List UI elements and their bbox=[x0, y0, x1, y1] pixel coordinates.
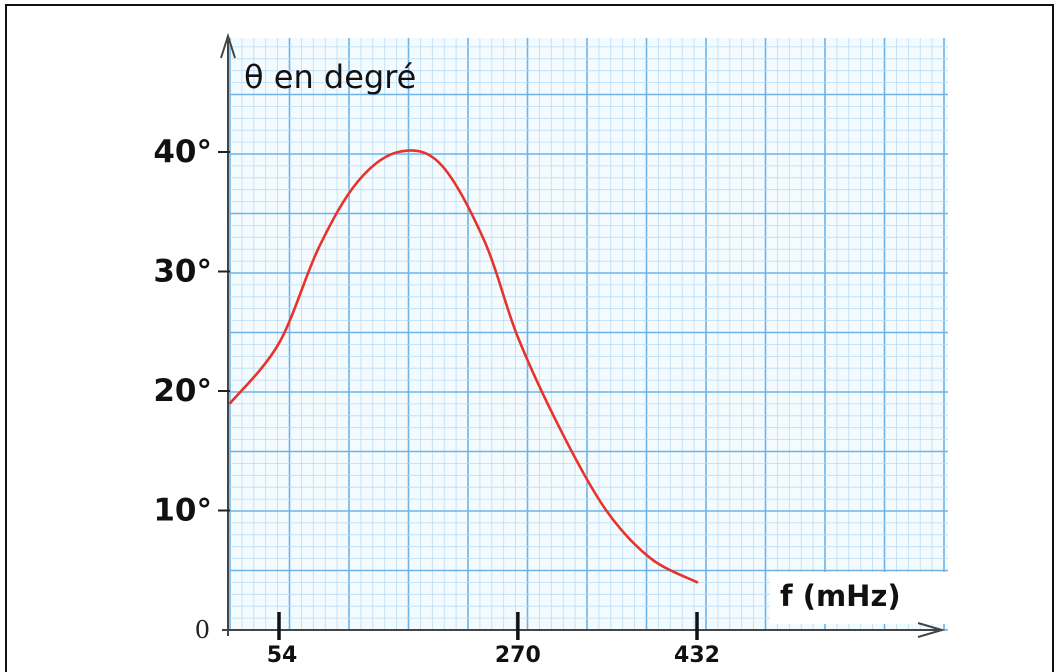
paper-background bbox=[230, 38, 948, 630]
x-title-background bbox=[770, 572, 950, 624]
series-curve bbox=[229, 149, 699, 584]
x-tick-label: 270 bbox=[495, 643, 541, 668]
tick-marks bbox=[218, 151, 699, 640]
x-tick-label: 432 bbox=[674, 643, 720, 668]
y-axis-title: θ en degré bbox=[244, 58, 416, 96]
y-tick-label: 10° bbox=[153, 493, 212, 529]
tick-labels: 0 10° 20° 30° 40° 54 270 432 bbox=[153, 134, 720, 668]
y-tick-label: 20° bbox=[153, 373, 212, 409]
x-tick-label: 54 bbox=[267, 643, 298, 668]
graph-paper-grid bbox=[229, 38, 950, 631]
axes bbox=[220, 32, 946, 638]
x-axis-title: f (mHz) bbox=[780, 579, 901, 613]
y-axis-arrow bbox=[220, 32, 236, 59]
y-tick-label: 0 bbox=[195, 616, 210, 644]
y-tick-label: 30° bbox=[153, 254, 212, 290]
x-axis-arrow bbox=[917, 622, 946, 638]
figure-frame bbox=[5, 4, 1054, 672]
y-tick-label: 40° bbox=[153, 134, 212, 170]
